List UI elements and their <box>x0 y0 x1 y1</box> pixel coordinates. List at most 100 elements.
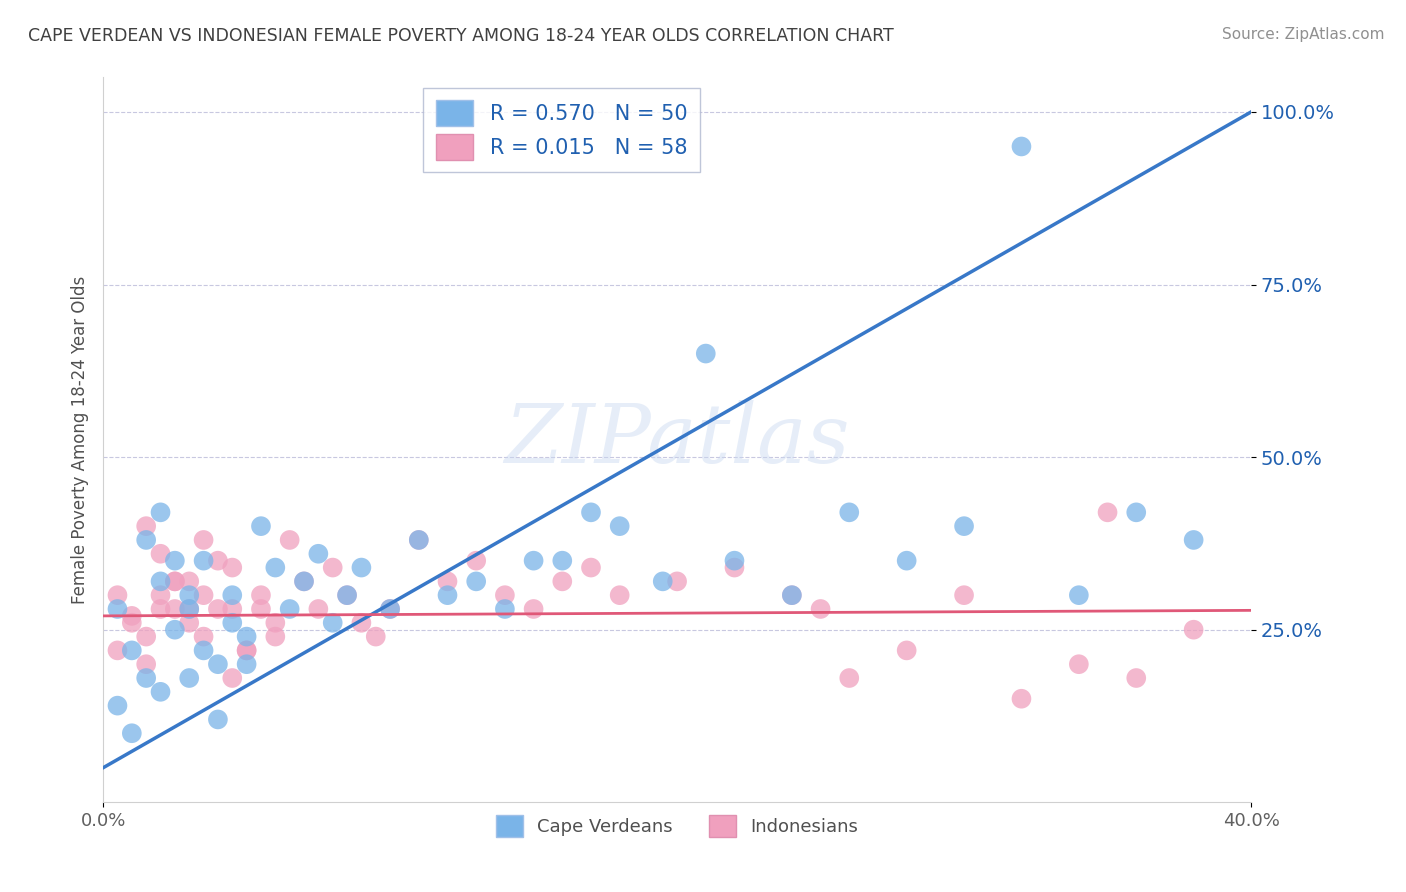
Point <box>207 713 229 727</box>
Point <box>292 574 315 589</box>
Point <box>494 602 516 616</box>
Point <box>953 519 976 533</box>
Point <box>179 602 201 616</box>
Point <box>121 615 143 630</box>
Point <box>350 560 373 574</box>
Point <box>221 615 243 630</box>
Point <box>135 671 157 685</box>
Point <box>1010 691 1032 706</box>
Point <box>436 588 458 602</box>
Point <box>307 547 329 561</box>
Point <box>163 602 186 616</box>
Y-axis label: Female Poverty Among 18-24 Year Olds: Female Poverty Among 18-24 Year Olds <box>72 276 89 604</box>
Point <box>523 602 546 616</box>
Point <box>135 533 157 547</box>
Point <box>838 505 860 519</box>
Point <box>250 519 273 533</box>
Point <box>780 588 803 602</box>
Point <box>207 602 229 616</box>
Point <box>494 588 516 602</box>
Point <box>193 630 215 644</box>
Point <box>250 588 273 602</box>
Point <box>250 602 273 616</box>
Point <box>179 602 201 616</box>
Point <box>235 643 257 657</box>
Point <box>579 505 602 519</box>
Text: Source: ZipAtlas.com: Source: ZipAtlas.com <box>1222 27 1385 42</box>
Point <box>107 602 129 616</box>
Point <box>221 602 243 616</box>
Point <box>579 560 602 574</box>
Point <box>149 574 172 589</box>
Point <box>838 671 860 685</box>
Point <box>221 560 243 574</box>
Point <box>193 554 215 568</box>
Point <box>264 560 287 574</box>
Point <box>135 519 157 533</box>
Point <box>163 623 186 637</box>
Point <box>1097 505 1119 519</box>
Point <box>723 554 745 568</box>
Point <box>336 588 359 602</box>
Point <box>1182 533 1205 547</box>
Point <box>695 346 717 360</box>
Point <box>107 588 129 602</box>
Point <box>1010 139 1032 153</box>
Point <box>149 547 172 561</box>
Text: ZIPatlas: ZIPatlas <box>505 400 849 480</box>
Point <box>322 615 344 630</box>
Point <box>121 726 143 740</box>
Point <box>193 588 215 602</box>
Point <box>264 615 287 630</box>
Point <box>408 533 430 547</box>
Point <box>378 602 401 616</box>
Point <box>609 519 631 533</box>
Point <box>436 574 458 589</box>
Point <box>264 630 287 644</box>
Point <box>336 588 359 602</box>
Point <box>179 574 201 589</box>
Point <box>179 588 201 602</box>
Point <box>207 657 229 672</box>
Legend: Cape Verdeans, Indonesians: Cape Verdeans, Indonesians <box>488 807 866 844</box>
Point <box>135 657 157 672</box>
Point <box>163 574 186 589</box>
Point <box>149 588 172 602</box>
Point <box>163 574 186 589</box>
Point <box>896 643 918 657</box>
Point <box>1125 505 1147 519</box>
Point <box>193 643 215 657</box>
Point <box>1125 671 1147 685</box>
Point <box>1067 657 1090 672</box>
Point <box>179 615 201 630</box>
Point <box>193 533 215 547</box>
Point <box>207 554 229 568</box>
Point <box>221 588 243 602</box>
Point <box>149 602 172 616</box>
Point <box>307 602 329 616</box>
Point <box>723 560 745 574</box>
Point <box>107 698 129 713</box>
Point <box>221 671 243 685</box>
Point <box>121 643 143 657</box>
Point <box>953 588 976 602</box>
Point <box>408 533 430 547</box>
Point <box>1182 623 1205 637</box>
Point <box>235 630 257 644</box>
Point <box>378 602 401 616</box>
Point <box>350 615 373 630</box>
Point <box>651 574 673 589</box>
Point <box>163 554 186 568</box>
Point <box>149 505 172 519</box>
Point <box>1067 588 1090 602</box>
Point <box>364 630 387 644</box>
Point <box>322 560 344 574</box>
Point <box>523 554 546 568</box>
Point <box>465 554 488 568</box>
Point <box>609 588 631 602</box>
Point <box>292 574 315 589</box>
Text: CAPE VERDEAN VS INDONESIAN FEMALE POVERTY AMONG 18-24 YEAR OLDS CORRELATION CHAR: CAPE VERDEAN VS INDONESIAN FEMALE POVERT… <box>28 27 894 45</box>
Point <box>179 671 201 685</box>
Point <box>666 574 689 589</box>
Point <box>551 574 574 589</box>
